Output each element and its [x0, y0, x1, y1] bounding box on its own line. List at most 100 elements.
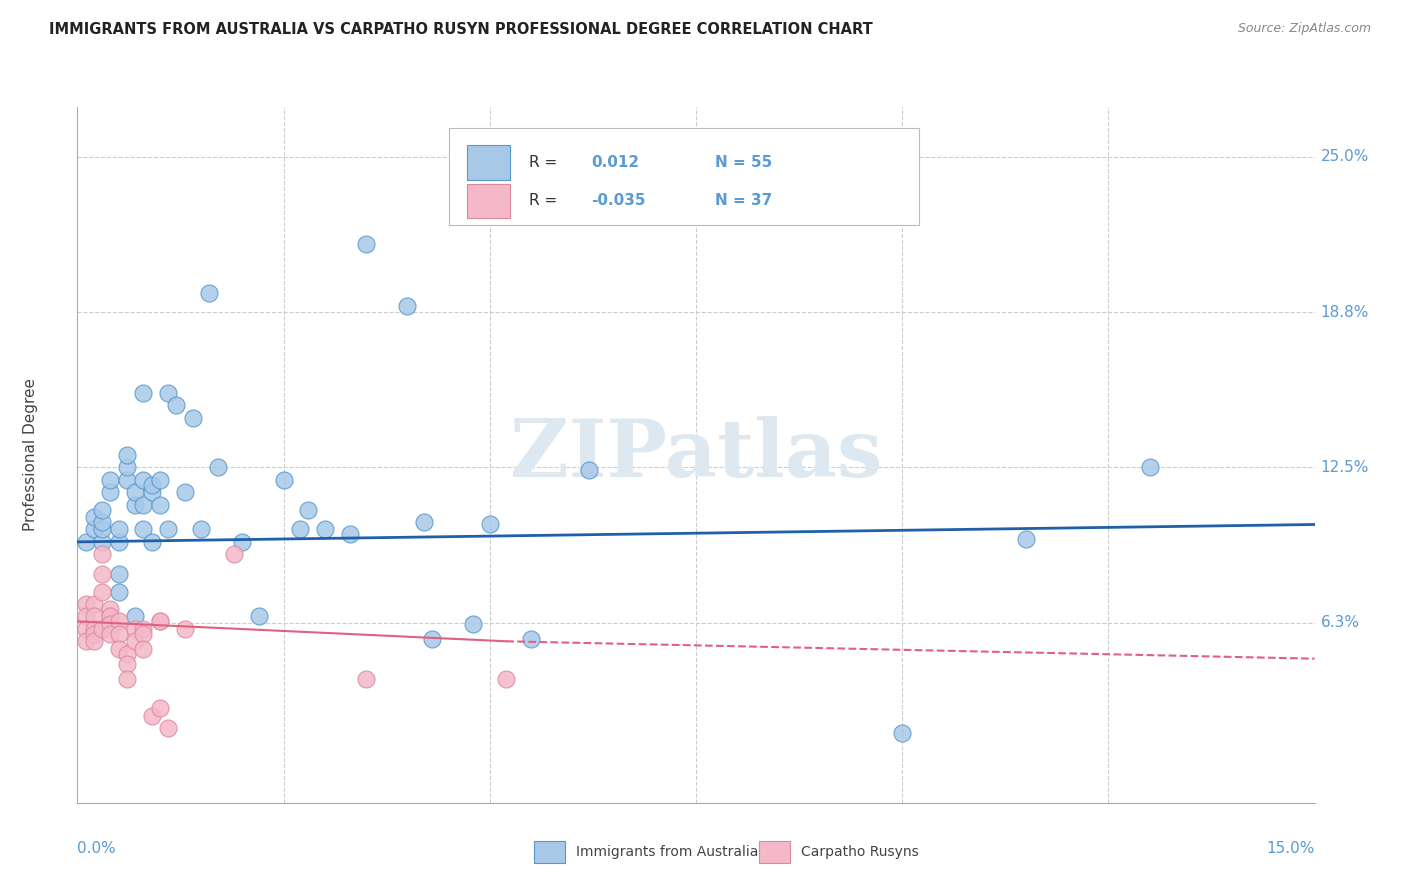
Point	[396, 299, 419, 313]
Point	[91, 534, 114, 549]
Point	[339, 527, 361, 541]
Point	[83, 510, 105, 524]
Point	[412, 515, 434, 529]
Text: 15.0%: 15.0%	[1267, 841, 1315, 856]
Point	[75, 597, 97, 611]
Point	[149, 615, 172, 629]
Point	[75, 609, 97, 624]
Point	[83, 634, 105, 648]
Point	[115, 448, 138, 462]
Point	[173, 485, 195, 500]
Point	[107, 627, 129, 641]
Point	[273, 473, 295, 487]
Point	[91, 567, 114, 582]
Point	[107, 567, 129, 582]
Point	[91, 622, 114, 636]
Text: 25.0%: 25.0%	[1320, 149, 1369, 164]
Point	[141, 534, 163, 549]
Point	[98, 485, 121, 500]
Point	[198, 286, 221, 301]
Point	[98, 616, 121, 631]
Text: N = 37: N = 37	[714, 194, 772, 209]
Point	[124, 634, 146, 648]
Point	[124, 498, 146, 512]
Point	[91, 547, 114, 561]
Point	[98, 609, 121, 624]
Point	[132, 385, 155, 400]
Point	[98, 602, 121, 616]
FancyBboxPatch shape	[467, 145, 510, 180]
Text: 6.3%: 6.3%	[1320, 615, 1360, 630]
Point	[75, 634, 97, 648]
Point	[107, 523, 129, 537]
Text: Professional Degree: Professional Degree	[22, 378, 38, 532]
Text: -0.035: -0.035	[591, 194, 645, 209]
Point	[420, 632, 443, 646]
Point	[141, 485, 163, 500]
Point	[141, 708, 163, 723]
Point	[207, 460, 229, 475]
FancyBboxPatch shape	[449, 128, 918, 226]
Point	[141, 477, 163, 491]
Point	[83, 609, 105, 624]
Point	[165, 398, 187, 412]
Point	[520, 632, 543, 646]
Point	[98, 627, 121, 641]
Point	[115, 460, 138, 475]
Point	[107, 584, 129, 599]
Text: 18.8%: 18.8%	[1320, 304, 1369, 319]
Point	[132, 627, 155, 641]
Point	[98, 473, 121, 487]
Text: R =: R =	[529, 194, 562, 209]
Point	[132, 498, 155, 512]
Point	[354, 672, 377, 686]
Point	[181, 410, 204, 425]
Point	[107, 615, 129, 629]
Point	[891, 726, 914, 740]
Point	[149, 615, 172, 629]
Text: ZIPatlas: ZIPatlas	[510, 416, 882, 494]
Point	[247, 609, 270, 624]
Point	[124, 622, 146, 636]
Point	[98, 609, 121, 624]
Point	[314, 523, 336, 537]
Point	[91, 502, 114, 516]
Point	[91, 584, 114, 599]
Text: Carpatho Rusyns: Carpatho Rusyns	[801, 845, 920, 859]
Text: 0.0%: 0.0%	[77, 841, 117, 856]
Point	[157, 385, 180, 400]
Point	[107, 534, 129, 549]
Point	[83, 627, 105, 641]
Text: 12.5%: 12.5%	[1320, 460, 1369, 475]
Text: N = 55: N = 55	[714, 155, 772, 170]
Point	[463, 616, 485, 631]
Point	[132, 622, 155, 636]
Point	[1139, 460, 1161, 475]
Point	[495, 672, 517, 686]
Point	[173, 622, 195, 636]
Point	[115, 473, 138, 487]
Point	[222, 547, 245, 561]
Point	[149, 473, 172, 487]
Point	[83, 523, 105, 537]
Point	[83, 622, 105, 636]
FancyBboxPatch shape	[467, 184, 510, 219]
Text: Source: ZipAtlas.com: Source: ZipAtlas.com	[1237, 22, 1371, 36]
Text: Immigrants from Australia: Immigrants from Australia	[576, 845, 759, 859]
Point	[132, 523, 155, 537]
Point	[91, 523, 114, 537]
Point	[75, 534, 97, 549]
Point	[157, 523, 180, 537]
Point	[1015, 533, 1038, 547]
Point	[190, 523, 212, 537]
Point	[124, 609, 146, 624]
Point	[354, 236, 377, 251]
Text: IMMIGRANTS FROM AUSTRALIA VS CARPATHO RUSYN PROFESSIONAL DEGREE CORRELATION CHAR: IMMIGRANTS FROM AUSTRALIA VS CARPATHO RU…	[49, 22, 873, 37]
Point	[149, 498, 172, 512]
Point	[132, 641, 155, 656]
Point	[124, 485, 146, 500]
Point	[157, 721, 180, 735]
Point	[83, 597, 105, 611]
Text: R =: R =	[529, 155, 562, 170]
Point	[115, 657, 138, 671]
